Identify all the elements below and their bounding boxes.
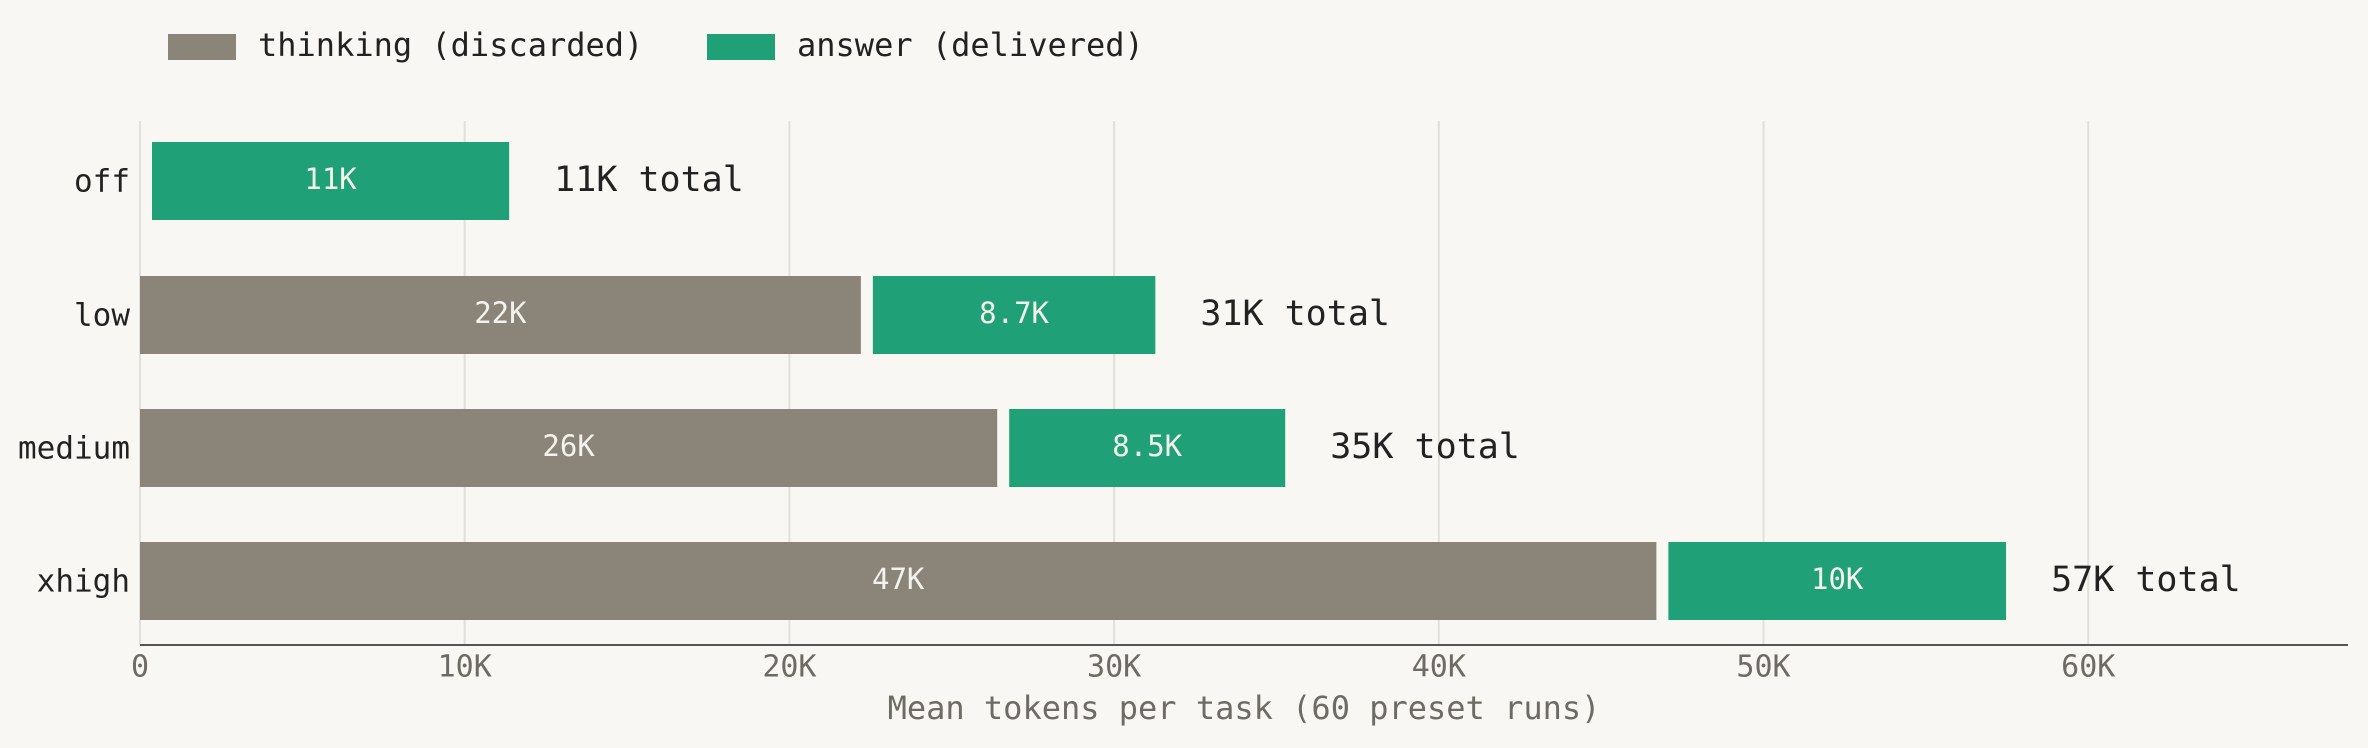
bar-segment [140,409,998,487]
x-axis-label: Mean tokens per task (60 preset runs) [888,689,1601,727]
x-tick-label: 0 [131,650,149,685]
total-label: 31K total [1200,294,1390,334]
bar-segment [152,142,510,220]
x-tick-label: 60K [2061,650,2115,685]
total-label: 35K total [1330,427,1520,467]
value-label: 26K [542,429,595,463]
bar-segment [1009,409,1286,487]
value-label: 10K [1811,562,1864,596]
x-tick-label: 20K [762,650,816,685]
value-label: 11K [304,162,357,196]
y-tick-label: medium [18,431,130,467]
value-label: 47K [872,562,925,596]
y-tick-label: off [74,164,130,200]
y-tick-label: low [74,298,130,334]
x-tick-label: 10K [438,650,492,685]
total-label: 57K total [2051,560,2241,600]
total-label: 11K total [554,160,744,200]
bar-segment [140,276,861,354]
bar-segment [1668,542,2007,620]
legend-swatch [168,34,236,60]
value-label: 8.7K [979,296,1049,330]
legend-swatch [707,34,775,60]
value-label: 22K [474,296,527,330]
legend-label: thinking (discarded) [258,26,643,64]
x-tick-label: 30K [1087,650,1141,685]
legend-label: answer (delivered) [797,26,1144,64]
y-tick-label: xhigh [37,564,130,600]
bar-segment [872,276,1156,354]
x-tick-label: 50K [1736,650,1790,685]
bar-segment [140,542,1657,620]
x-tick-label: 40K [1412,650,1466,685]
value-label: 8.5K [1112,429,1182,463]
